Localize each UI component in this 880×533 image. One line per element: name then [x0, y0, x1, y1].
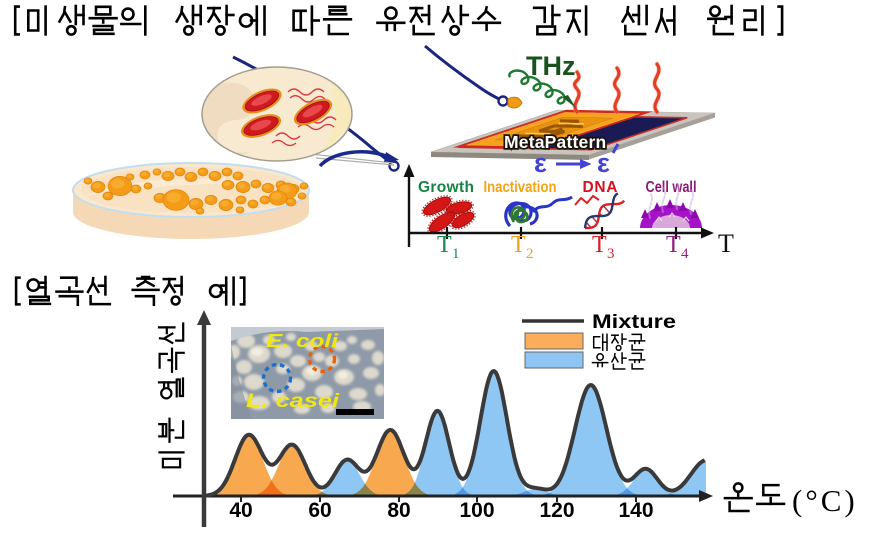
- svg-text:Cell wall: Cell wall: [646, 179, 697, 196]
- svg-text:L. casei: L. casei: [246, 391, 340, 412]
- svg-text:Mixture: Mixture: [592, 312, 676, 333]
- svg-text:Inactivation: Inactivation: [484, 179, 557, 196]
- svg-text:140: 140: [618, 499, 653, 522]
- svg-text:ε: ε: [597, 148, 610, 178]
- svg-text:T: T: [592, 232, 607, 258]
- svg-text:T: T: [437, 232, 452, 258]
- svg-text:DNA: DNA: [583, 179, 618, 196]
- svg-text:T: T: [718, 229, 734, 258]
- svg-text:4: 4: [681, 246, 689, 262]
- svg-text:T: T: [511, 232, 526, 258]
- svg-text:E. coli: E. coli: [266, 331, 339, 351]
- svg-text:ε: ε: [534, 148, 547, 178]
- svg-text:MetaPattern: MetaPattern: [504, 132, 606, 152]
- svg-text:100: 100: [459, 499, 494, 522]
- svg-text:Growth: Growth: [418, 179, 474, 196]
- svg-text:T: T: [666, 232, 681, 258]
- svg-text:THz: THz: [526, 51, 576, 81]
- svg-text:(°C): (°C): [792, 483, 858, 518]
- svg-text:120: 120: [539, 499, 574, 522]
- svg-text:3: 3: [607, 246, 615, 262]
- svg-text:2: 2: [526, 246, 534, 262]
- svg-text:40: 40: [229, 499, 252, 522]
- svg-text:1: 1: [452, 246, 460, 262]
- svg-text:60: 60: [308, 499, 331, 522]
- svg-text:80: 80: [387, 499, 410, 522]
